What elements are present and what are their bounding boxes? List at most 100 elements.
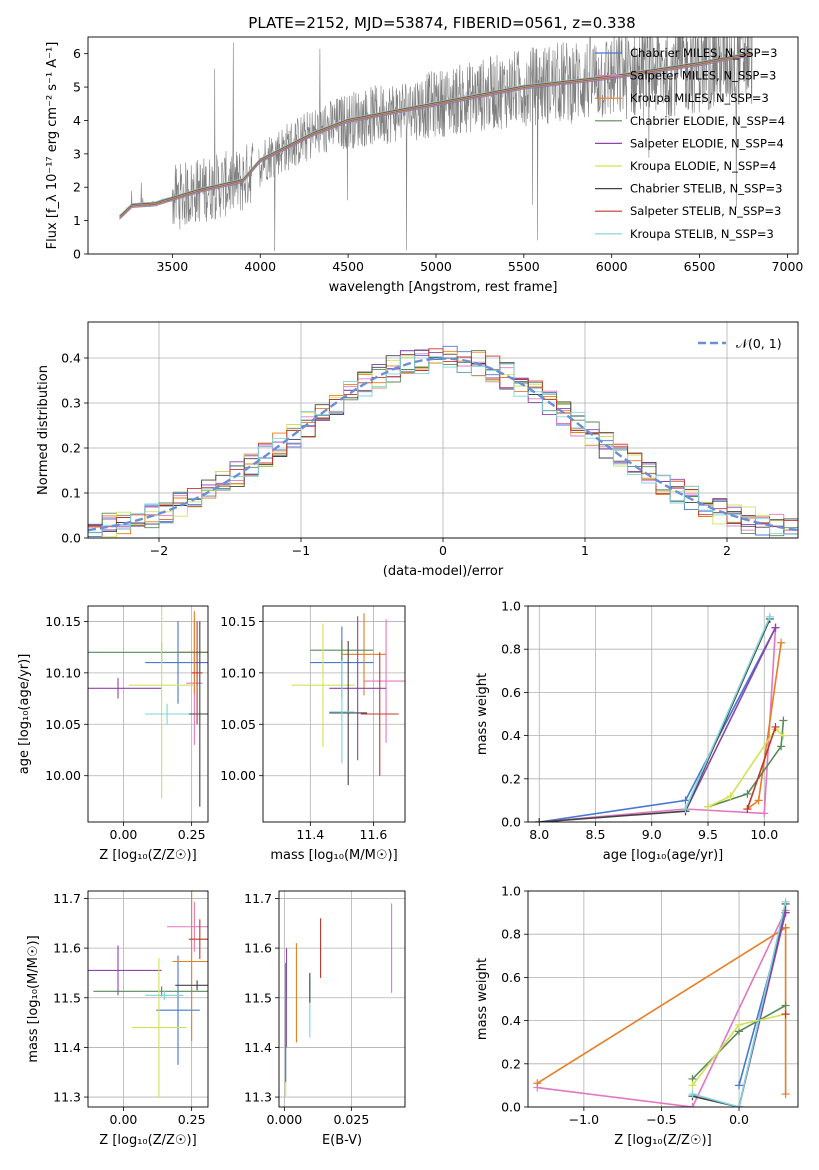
y-tick-label: 0.0: [501, 1100, 521, 1115]
x-tick-label: 6000: [596, 259, 628, 274]
y-axis-label: Flux [f_λ 10⁻¹⁷ erg cm⁻² s⁻¹ A⁻¹]: [45, 42, 60, 250]
y-tick-label: 5: [73, 80, 81, 95]
x-tick-label: 0.25: [178, 1112, 206, 1127]
y-tick-label: 10.15: [45, 614, 81, 629]
spectrum-model-line: [119, 51, 753, 216]
axes-frame: [527, 605, 799, 823]
x-tick-label: 6500: [684, 259, 716, 274]
panel-age_vs_Z: 0.00 0.25 10.00 10.05 10.10 10.15 Z [log₁₀(Z/Z…: [17, 605, 209, 863]
y-tick-label: 10.05: [45, 717, 81, 732]
x-tick-label: 4500: [332, 259, 364, 274]
y-axis-label: mass weight: [475, 673, 490, 755]
x-tick-label: 1: [581, 543, 589, 558]
y-tick-label: 1.0: [501, 884, 521, 899]
y-tick-label: 0.3: [61, 396, 81, 411]
y-tick-label: 10.00: [220, 768, 256, 783]
x-tick-label: 9.0: [642, 827, 662, 842]
weight-marker: [771, 623, 780, 632]
axes-frame: [87, 321, 799, 539]
plot-area: [88, 606, 208, 807]
x-tick-label: 7000: [772, 259, 804, 274]
y-tick-label: 3: [73, 146, 81, 161]
y-tick-label: 11.5: [53, 990, 81, 1005]
y-tick-label: 0.6: [501, 970, 521, 985]
panel-weight_vs_Z: −1.0 −0.5 0.0 0.0 0.2 0.4 0.6 0.8 1.0 Z [log₁₀(Z/…: [475, 884, 799, 1148]
y-tick-label: 11.4: [53, 1040, 81, 1055]
x-axis-label: (data-model)/error: [383, 564, 504, 579]
y-tick-label: 11.3: [244, 1090, 272, 1105]
y-axis-label: age [log₁₀(age/yr)]: [17, 654, 32, 775]
y-axis-label: Normed distribution: [36, 365, 51, 495]
weight-line: [707, 720, 785, 808]
y-tick-label: 0.2: [501, 771, 521, 786]
y-tick-label: 11.5: [244, 990, 272, 1005]
y-tick-label: 0.2: [501, 1056, 521, 1071]
legend-label: Kroupa STELIB, N_SSP=3: [630, 227, 774, 241]
panel-residuals: −2 −1 0 1 2 0.0 0.1 0.2 0.3 0.4 (data-model)/error…: [36, 321, 799, 579]
weight-marker: [781, 1010, 790, 1019]
weight-line: [746, 726, 777, 810]
y-tick-label: 0.8: [501, 927, 521, 942]
weight-marker: [743, 805, 752, 814]
x-tick-label: 0.000: [266, 1112, 302, 1127]
x-tick-label: 0.025: [333, 1112, 369, 1127]
y-tick-label: 11.3: [53, 1090, 81, 1105]
x-tick-label: −1.0: [569, 1112, 599, 1127]
x-tick-label: 0: [439, 543, 447, 558]
y-tick-label: 0.4: [61, 351, 81, 366]
plot-area: [119, 37, 753, 252]
x-axis-label: age [log₁₀(age/yr)]: [603, 848, 724, 863]
weight-marker: [688, 1090, 697, 1099]
legend-label: Chabrier MILES, N_SSP=3: [630, 46, 777, 60]
y-tick-label: 2: [73, 180, 81, 195]
weight-line: [539, 627, 777, 822]
weight-marker: [777, 742, 786, 751]
normal-curve: [88, 357, 798, 532]
weight-line: [537, 910, 787, 1107]
legend-label: Salpeter MILES, N_SSP=3: [630, 69, 776, 83]
y-tick-label: 11.6: [53, 941, 81, 956]
spectrum-model-line: [119, 54, 753, 219]
weight-marker: [765, 612, 774, 621]
spectrum-model-line: [119, 52, 753, 217]
axes-frame: [527, 890, 799, 1108]
weight-marker: [688, 1103, 697, 1107]
weight-line: [707, 727, 784, 808]
y-tick-label: 0.1: [61, 486, 81, 501]
panel-mass_vs_Z: 0.00 0.25 11.3 11.4 11.5 11.6 11.7 Z [log₁₀(Z/Z…: [26, 890, 209, 1148]
x-axis-label: Z [log₁₀(Z/Z☉)]: [99, 848, 196, 863]
axes-frame: [278, 890, 406, 1108]
weight-marker: [754, 796, 763, 805]
x-tick-label: 0.00: [110, 1112, 138, 1127]
y-tick-label: 0: [73, 247, 81, 262]
weight-line: [684, 627, 777, 812]
x-tick-label: 9.5: [698, 827, 718, 842]
weight-marker: [743, 789, 752, 798]
spectrum-model-line: [119, 51, 753, 217]
y-tick-label: 0.4: [501, 1013, 521, 1028]
legend-label: Kroupa ELODIE, N_SSP=4: [630, 159, 776, 173]
weight-marker: [688, 1081, 697, 1090]
weight-marker: [735, 1103, 744, 1107]
weight-marker: [735, 1081, 744, 1090]
x-axis-label: E(B-V): [322, 1133, 362, 1148]
axes-frame: [87, 36, 799, 255]
weight-marker: [704, 802, 712, 811]
x-axis-label: Z [log₁₀(Z/Z☉)]: [99, 1133, 196, 1148]
x-tick-label: 3500: [156, 259, 188, 274]
x-tick-label: 5500: [508, 259, 540, 274]
y-tick-label: 0.0: [61, 531, 81, 546]
weight-marker: [781, 897, 790, 906]
x-tick-label: 0.25: [178, 827, 206, 842]
panel-spectrum: 3500 4000 4500 5000 5500 6000 6500 7000 0 1 2 3 4 5 6 w…: [45, 36, 804, 295]
panel-age_vs_mass: 11.4 11.6 10.00 10.05 10.10 10.15 mass [log₁₀(…: [220, 605, 406, 863]
axes-frame: [87, 890, 209, 1108]
weight-marker: [726, 792, 735, 801]
weight-marker: [777, 638, 786, 647]
weight-marker: [760, 809, 769, 818]
y-tick-label: 10.05: [220, 717, 256, 732]
x-tick-label: 5000: [420, 259, 452, 274]
y-tick-label: 11.6: [244, 941, 272, 956]
x-tick-label: 11.6: [360, 827, 388, 842]
spectrum-model-line: [119, 54, 753, 220]
